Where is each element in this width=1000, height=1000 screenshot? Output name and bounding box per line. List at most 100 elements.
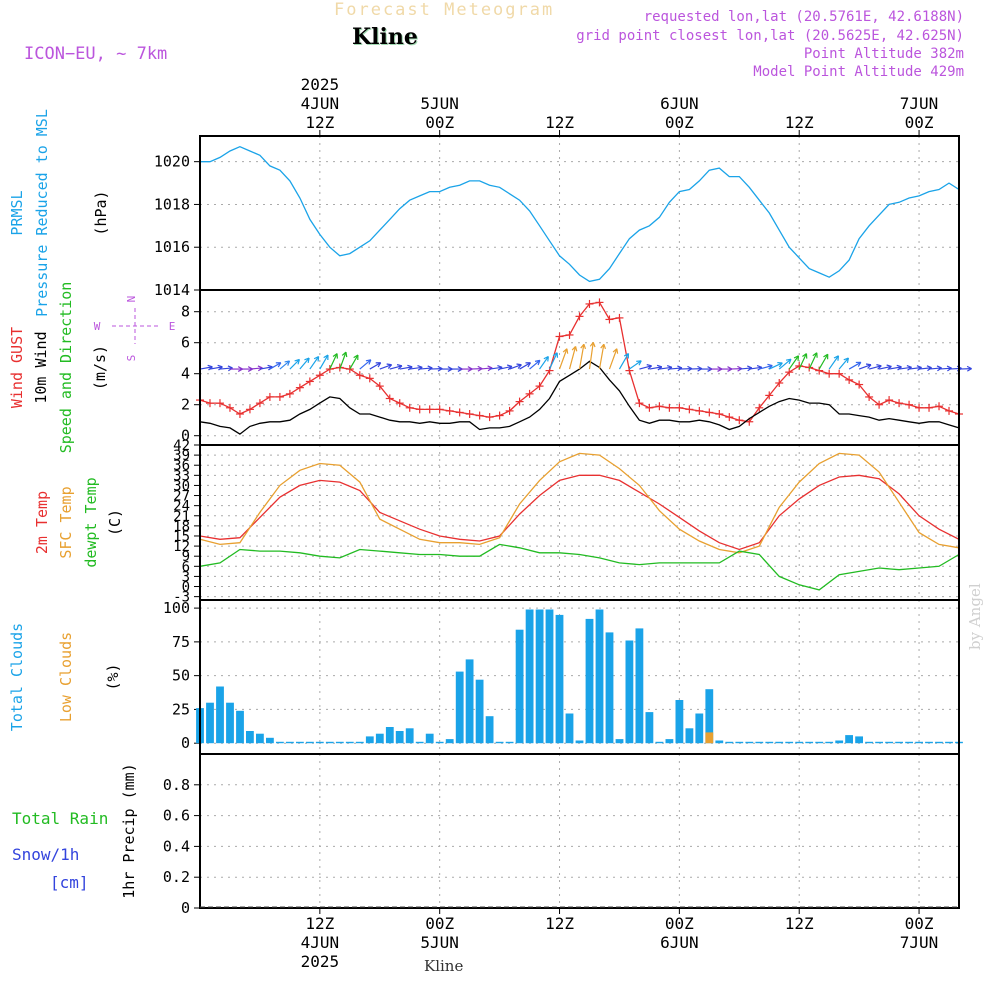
wind-arrow	[808, 352, 818, 370]
panel-clouds: 0 25 50 75 100 Total Clouds Low Clouds (%)	[8, 599, 963, 755]
cloud-bar	[645, 712, 654, 744]
cloud-bar	[705, 689, 714, 744]
cloud-bar	[445, 739, 454, 744]
gust-point	[215, 399, 224, 408]
gust-point	[385, 394, 394, 403]
cloud-bar	[485, 716, 494, 744]
cloud-bar	[625, 640, 634, 744]
y-tick-label: 0	[181, 427, 190, 445]
compass-s: S	[125, 355, 138, 362]
y-tick-label: 4	[181, 365, 190, 383]
cloud-bar	[855, 736, 863, 744]
gust-point	[695, 406, 704, 415]
cloud-bar	[795, 741, 804, 744]
gust-point	[845, 375, 854, 384]
cloud-bar	[266, 737, 274, 744]
cloud-bar	[915, 741, 923, 744]
y-tick-label: 0.8	[163, 776, 190, 794]
gust-point	[735, 416, 744, 425]
meteogram-title: Forecast Meteogram	[334, 0, 555, 20]
top-time-label: 4JUN	[301, 94, 340, 113]
top-time-label: 12Z	[305, 113, 334, 132]
cloud-bar	[685, 728, 694, 744]
bottom-time-label: 4JUN	[301, 933, 340, 952]
wind-arrow	[548, 352, 559, 370]
gust-point	[355, 371, 364, 380]
cloud-bar	[805, 741, 814, 744]
panel-label: 2m Temp	[33, 491, 51, 554]
gust-point	[525, 389, 534, 398]
wind-arrow	[639, 364, 653, 370]
y-tick-label: 25	[172, 700, 190, 718]
wind-arrow	[848, 361, 862, 370]
panel-label: (%)	[104, 663, 122, 690]
cloud-bar	[286, 741, 294, 744]
cloud-bar	[226, 702, 234, 744]
gust-point	[375, 382, 384, 391]
wind-arrow	[958, 365, 972, 372]
y-tick-label: 0	[181, 899, 190, 917]
gust-point	[675, 403, 684, 412]
gust-point	[875, 400, 884, 409]
gust-point	[785, 368, 794, 377]
cloud-bar	[585, 618, 594, 744]
gust-point	[515, 397, 524, 406]
wind-arrow	[858, 363, 872, 370]
y-tick-label: 0.2	[163, 868, 190, 886]
wind-arrow	[788, 355, 800, 370]
cloud-bar	[655, 741, 664, 744]
y-tick-label: 50	[172, 667, 190, 685]
gust-point	[655, 402, 664, 411]
y-tick-label: 36	[173, 458, 190, 474]
wind-arrow	[359, 359, 372, 370]
cloud-bar	[705, 732, 714, 744]
cloud-bar	[415, 741, 424, 744]
gust-point	[245, 405, 254, 414]
gust-point	[445, 406, 454, 415]
gust-point	[625, 366, 634, 375]
precip-snow-unit: [cm]	[50, 873, 89, 892]
cloud-bar	[206, 702, 214, 744]
gust-point	[535, 382, 544, 391]
wind-arrow	[578, 343, 587, 370]
location-name: Kline	[352, 24, 418, 50]
gust-point	[765, 391, 774, 400]
cloud-bar	[845, 735, 853, 744]
wind-arrow	[339, 351, 348, 370]
top-time-label: 6JUN	[660, 94, 699, 113]
gust-point	[615, 313, 624, 322]
cloud-bar	[236, 710, 244, 744]
y-tick-label: 33	[173, 468, 190, 484]
y-tick-label: 15	[173, 529, 190, 545]
cloud-bar	[785, 741, 794, 744]
gust-point	[255, 399, 264, 408]
series-line-sfc-temp	[199, 452, 960, 554]
cloud-bar	[775, 741, 784, 744]
gust-point	[665, 403, 674, 412]
cloud-bar	[725, 741, 734, 744]
gust-point	[395, 399, 404, 408]
gust-point	[235, 410, 244, 418]
cloud-bar	[246, 731, 254, 744]
gust-point	[275, 392, 284, 401]
y-tick-label: 42	[173, 438, 190, 454]
gust-point	[475, 411, 484, 420]
panel-precip: 0 0.2 0.4 0.6 0.8 1hr Precip (mm) Total Rain Sn…	[12, 753, 960, 917]
gust-point	[855, 380, 864, 389]
gust-point	[635, 399, 644, 408]
cloud-bar	[735, 741, 744, 744]
wind-arrow	[828, 355, 840, 370]
cloud-bar	[375, 733, 384, 744]
wind-arrow	[608, 348, 619, 370]
wind-arrow	[269, 362, 282, 370]
gust-point	[725, 413, 734, 422]
bottom-time-label: 12Z	[785, 914, 814, 933]
gust-point	[755, 403, 764, 412]
y-tick-label: 0.6	[163, 807, 190, 825]
cloud-bar	[515, 629, 524, 744]
cloud-bar	[315, 741, 324, 744]
y-tick-label: 1020	[154, 153, 190, 171]
gust-point	[485, 413, 494, 422]
panel-frame	[199, 135, 960, 291]
panel-label: Wind GUST	[8, 327, 26, 408]
